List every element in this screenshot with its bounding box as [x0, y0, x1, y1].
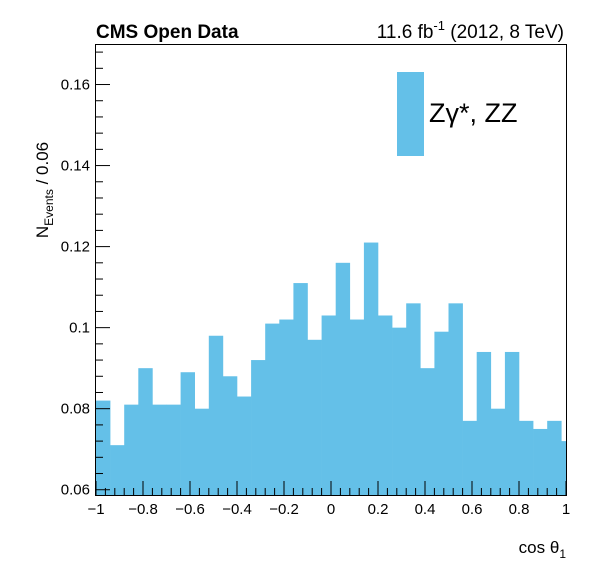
histogram-bar: [420, 368, 435, 495]
x-tick-label: 0: [327, 501, 335, 518]
x-tick-label: 0.6: [462, 501, 483, 518]
luminosity-label: 11.6 fb-1 (2012, 8 TeV): [377, 18, 564, 43]
histogram-bar: [335, 262, 351, 495]
histogram-bar: [222, 376, 238, 495]
luminosity-conditions: (2012, 8 TeV): [445, 22, 564, 43]
x-tick-label: 0.4: [415, 501, 436, 518]
histogram-bar: [110, 445, 125, 495]
x-axis-title-main: cos θ: [519, 538, 560, 557]
histogram-bar: [251, 360, 266, 495]
experiment-label: CMS Open Data: [96, 22, 239, 43]
histogram-bar: [307, 339, 322, 495]
histogram-bar: [519, 420, 534, 495]
x-tick-label: −0.2: [269, 501, 299, 518]
histogram-bar: [504, 351, 520, 495]
histogram-bar: [462, 420, 477, 495]
histogram-bar: [533, 428, 548, 495]
y-axis-title-main: N: [33, 226, 52, 238]
histogram-bar: [124, 404, 139, 495]
y-axis-title-suffix: / 0.06: [33, 142, 52, 189]
histogram-bar: [406, 303, 421, 495]
histogram-bar: [152, 404, 167, 495]
histogram-bar: [392, 327, 407, 495]
x-tick-label: −0.6: [175, 501, 205, 518]
legend-label: Zγ*, ZZ: [429, 98, 518, 128]
histogram-bar: [434, 331, 449, 495]
y-tick-label: 0.06: [61, 482, 90, 499]
histogram-bar: [194, 408, 210, 495]
histogram-bar: [138, 368, 153, 495]
plot-frame: [95, 44, 567, 496]
histogram-bar: [490, 408, 506, 495]
luminosity-exponent: -1: [433, 18, 445, 33]
histogram-bar: [166, 404, 181, 495]
histogram-bar: [349, 319, 365, 495]
histogram-bar: [96, 400, 111, 495]
y-tick-label: 0.08: [61, 401, 90, 418]
y-tick-label: 0.12: [61, 239, 90, 256]
histogram-bar: [547, 420, 562, 495]
histogram-bar: [363, 242, 379, 495]
histogram-bar: [321, 315, 336, 495]
x-tick-label: 0.8: [509, 501, 530, 518]
x-tick-label: 0.2: [368, 501, 389, 518]
y-tick-label: 0.1: [69, 320, 90, 337]
histogram-bar: [378, 315, 393, 495]
y-axis-title: NEvents / 0.06: [33, 142, 56, 238]
histogram-bar: [180, 372, 195, 495]
x-tick-label: −0.4: [222, 501, 252, 518]
histogram-bar: [293, 283, 308, 495]
luminosity-value: 11.6 fb: [377, 22, 434, 43]
histogram-bar: [561, 441, 567, 495]
histogram-bar: [237, 396, 252, 495]
x-axis-title: cos θ1: [519, 538, 567, 561]
y-tick-labels: 0.06 0.08 0.1 0.12 0.14 0.16: [61, 77, 90, 499]
x-tick-labels: −1 −0.8 −0.6 −0.4 −0.2 0 0.2 0.4 0.6 0.8 1: [87, 501, 570, 518]
x-axis-title-sub: 1: [559, 547, 566, 561]
legend-swatch: [397, 72, 424, 156]
histogram-bar: [279, 319, 294, 495]
x-tick-label: 1: [562, 501, 570, 518]
histogram-bar: [265, 323, 280, 495]
y-axis-title-sub: Events: [42, 189, 56, 226]
y-tick-label: 0.14: [61, 158, 90, 175]
histogram-bar: [208, 335, 224, 495]
x-tick-label: −0.8: [128, 501, 158, 518]
histogram-bars: [96, 242, 567, 495]
x-tick-label: −1: [87, 501, 104, 518]
histogram-bar: [448, 303, 463, 495]
histogram-bar: [476, 351, 492, 495]
axis-ticks: [95, 51, 567, 495]
y-tick-label: 0.16: [61, 77, 90, 94]
